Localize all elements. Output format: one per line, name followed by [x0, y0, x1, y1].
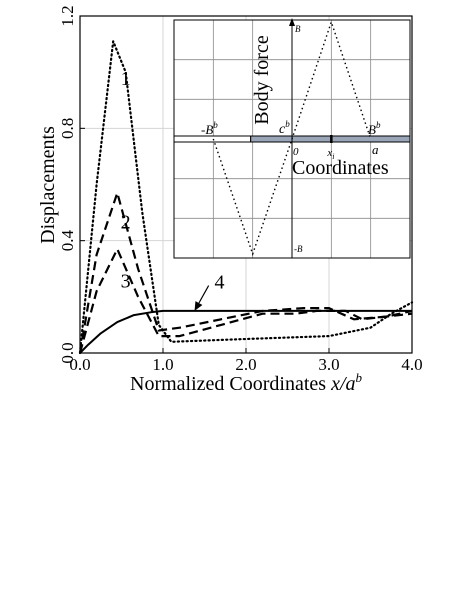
y-tick-label-0: 0.0: [58, 342, 77, 363]
x-tick-label-0: 0.0: [69, 355, 90, 374]
series-label-2: 2: [121, 211, 131, 233]
inset-label-neg-bb-sup: b: [213, 120, 218, 130]
inset-body-force-line: [212, 19, 372, 257]
y-tick-label-3: 1.2: [58, 5, 77, 26]
annotation-arrow-head: [194, 301, 203, 311]
inset-chart: Body force Coordinates B -B -Bb cb 0 xi …: [173, 18, 411, 259]
x-tick-label-2: 2.0: [235, 355, 256, 374]
series-label-3: 3: [121, 270, 131, 292]
annotation-label-4: 4: [214, 271, 224, 293]
main-plot-frame: [79, 15, 413, 354]
x-tick-label-3: 3.0: [318, 355, 339, 374]
annotation-arrow-shaft: [198, 285, 210, 304]
x-axis-label-var: x/a: [330, 373, 355, 395]
y-tick-label-1: 0.4: [58, 230, 77, 252]
inset-x-axis-label: Coordinates: [292, 157, 389, 179]
inset-label-cb: cb: [279, 119, 290, 137]
series-4-line: [79, 309, 412, 354]
x-tick-label-1: 1.0: [152, 355, 173, 374]
inset-label-bb-main: B: [368, 122, 376, 137]
inset-label-xi-main: x: [326, 147, 332, 159]
x-tick-label-4: 4.0: [401, 355, 422, 374]
inset-label-xi: xi: [326, 147, 334, 161]
series-3-line: [78, 248, 413, 354]
inset-label-bb: Bb: [368, 120, 381, 137]
series-1-line: [78, 40, 414, 355]
inset-label-bb-sup: b: [376, 120, 381, 130]
main-series: [78, 40, 414, 355]
inset-label-cb-sup: b: [285, 119, 290, 129]
inset-label-bottom: -B: [294, 244, 303, 254]
x-axis-label-sup: b: [356, 370, 363, 385]
inset-label-top: B: [295, 24, 301, 34]
series-2-line: [78, 191, 413, 354]
inset-y-axis-label: Body force: [251, 35, 273, 125]
x-axis-label-main: Normalized Coordinates: [130, 373, 331, 395]
x-axis-label: Normalized Coordinates x/ab: [130, 370, 363, 395]
series-label-1: 1: [121, 68, 131, 90]
y-tick-label-2: 0.8: [58, 118, 77, 139]
inset-label-a: a: [372, 142, 379, 157]
inset-label-neg-bb-main: -B: [201, 122, 213, 137]
inset-y-axis-arrow: [289, 18, 295, 26]
inset-label-neg-bb: -Bb: [201, 120, 218, 137]
series-labels: 1 2 3: [121, 68, 131, 292]
inset-label-zero: 0: [293, 146, 299, 158]
main-tick-labels: 0.0 1.0 2.0 3.0 4.0 0.0 0.4 0.8 1.2: [58, 5, 423, 374]
y-axis-label: Displacements: [37, 126, 59, 244]
inset-label-cb-main: c: [279, 122, 286, 137]
annotation-curve-4: 4: [194, 271, 224, 311]
inset-label-xi-sub: i: [332, 152, 334, 161]
inset-frame: [173, 19, 411, 259]
